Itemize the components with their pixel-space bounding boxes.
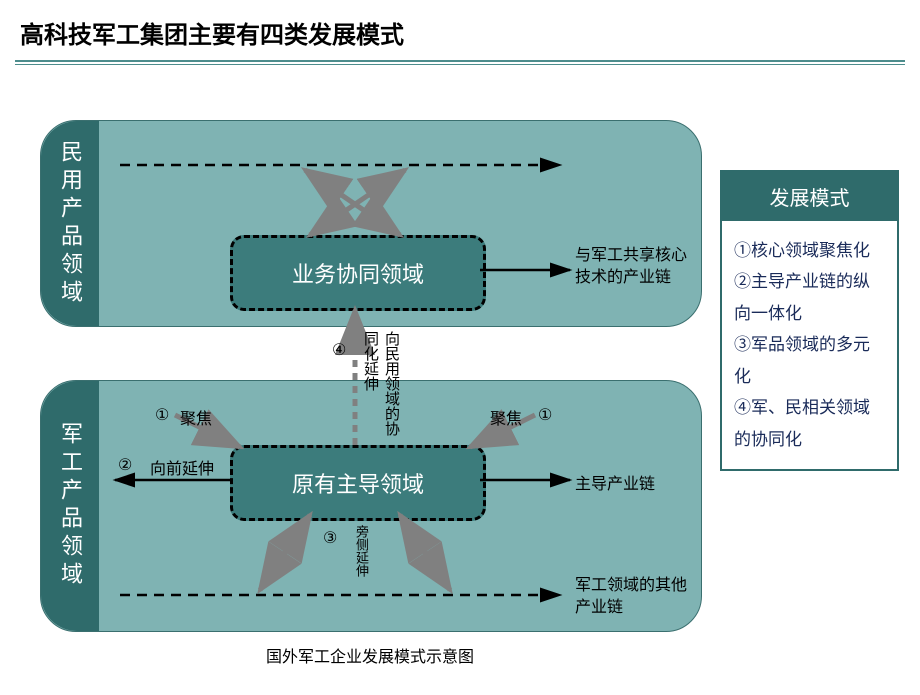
military-domain-label: 军工产品领域 (41, 381, 99, 631)
annot-focus1: 聚焦 (180, 405, 212, 429)
legend-item: ②主导产业链的纵向一体化 (734, 266, 885, 329)
annot-num1b: ① (538, 405, 552, 425)
annot-num3: ③ (323, 528, 337, 548)
original-domain-box: 原有主导领域 (230, 445, 486, 521)
annot-main-chain: 主导产业链 (575, 470, 655, 494)
annot-forward: 向前延伸 (150, 455, 214, 479)
legend-item: ①核心领域聚焦化 (734, 235, 885, 266)
annot-num4: ④ (332, 340, 346, 360)
legend-header: 发展模式 (722, 172, 897, 221)
synergy-domain-label: 业务协同领域 (292, 257, 424, 289)
annot-focus2: 聚焦 (490, 405, 522, 429)
synergy-domain-box: 业务协同领域 (230, 235, 486, 311)
civilian-domain-label: 民用产品领域 (41, 121, 99, 326)
diagram-caption: 国外军工企业发展模式示意图 (220, 643, 520, 667)
diagram-canvas: 民用产品领域 军工产品领域 业务协同领域 原有主导领域 (0, 85, 920, 695)
annot-share-core: 与军工共享核心技术的产业链 (575, 245, 695, 288)
annot-num1a: ① (155, 405, 169, 425)
legend-item: ③军品领域的多元化 (734, 329, 885, 392)
title-divider (15, 60, 905, 65)
legend-body: ①核心领域聚焦化 ②主导产业链的纵向一体化 ③军品领域的多元化 ④军、民相关领域… (722, 221, 897, 469)
annot-other-chain: 军工领域的其他产业链 (575, 575, 695, 618)
page-title: 高科技军工集团主要有四类发展模式 (0, 0, 920, 60)
annot-toward-civil: 向民用领域的协同化延伸 (360, 331, 402, 441)
original-domain-label: 原有主导领域 (292, 467, 424, 499)
annot-num2: ② (118, 455, 132, 475)
annot-side: 旁侧延伸 (352, 525, 371, 577)
legend-box: 发展模式 ①核心领域聚焦化 ②主导产业链的纵向一体化 ③军品领域的多元化 ④军、… (720, 170, 899, 471)
legend-item: ④军、民相关领域的协同化 (734, 392, 885, 455)
